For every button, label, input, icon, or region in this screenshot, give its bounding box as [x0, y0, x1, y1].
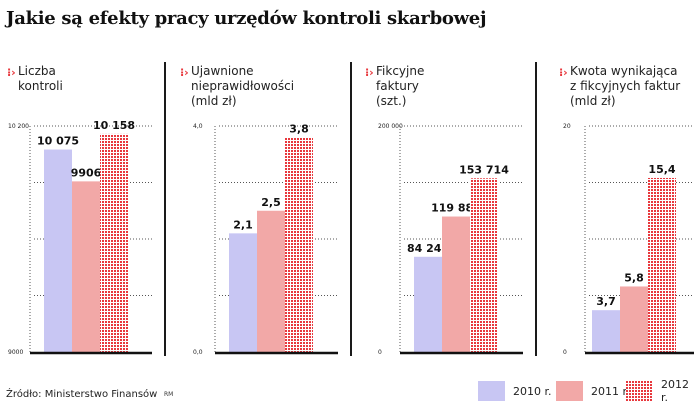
- bar-2010: [229, 233, 257, 352]
- panel-title-fikcyjne-faktury: ⁝› Fikcyjne faktury (szt.): [365, 64, 425, 108]
- bar-2010: [44, 149, 72, 352]
- y-tick-label: 10 200: [8, 123, 29, 130]
- y-tick-label: 0,0: [193, 349, 203, 356]
- data-label: 3,8: [289, 122, 309, 135]
- bar-2012: [470, 178, 498, 352]
- data-label: 5,8: [624, 271, 644, 284]
- source-note: Źródło: Ministerstwo Finansów: [6, 389, 158, 400]
- bar-2010: [414, 256, 442, 352]
- bullet-icon: ⁝›: [365, 66, 374, 79]
- bar-2012: [285, 137, 313, 352]
- legend-item-2012: 2012 r.: [626, 378, 698, 404]
- panel-divider: [350, 62, 352, 356]
- panel-divider: [164, 62, 166, 356]
- data-label: 153 714: [459, 163, 509, 176]
- panel-title-liczba-kontroli: ⁝› Liczba kontroli: [7, 64, 63, 93]
- y-tick-label: 200 000: [378, 123, 403, 130]
- legend-swatch-2011: [556, 381, 583, 401]
- author-initials: RM: [164, 391, 174, 398]
- data-label: 3,7: [596, 295, 616, 308]
- y-tick-label: 0: [563, 349, 567, 356]
- bullet-icon: ⁝›: [7, 66, 16, 79]
- legend-item-2010: 2010 r.: [478, 380, 552, 402]
- data-label: 2,1: [233, 218, 253, 231]
- y-tick-label: 20: [563, 123, 571, 130]
- legend-swatch-2010: [478, 381, 505, 401]
- legend-item-2011: 2011 r.: [556, 380, 630, 402]
- data-label: 2,5: [261, 196, 281, 209]
- panel-divider: [535, 62, 537, 356]
- data-label: 10 158: [93, 119, 135, 132]
- chart-title: Jakie są efekty pracy urzędów kontroli s…: [6, 8, 487, 29]
- legend-swatch-2012: [626, 381, 653, 401]
- y-tick-label: 4,0: [193, 123, 203, 130]
- data-label: 119 889: [431, 202, 481, 215]
- bar-2011: [257, 210, 285, 352]
- bar-2012: [100, 133, 128, 352]
- bar-2011: [442, 216, 470, 352]
- panel-title-kwota: ⁝› Kwota wynikająca z fikcyjnych faktur …: [559, 64, 681, 108]
- panel-title-nieprawidlowosci: ⁝› Ujawnione nieprawidłowości (mld zł): [180, 64, 295, 108]
- data-label: 10 075: [37, 135, 79, 148]
- bar-2011: [72, 181, 100, 352]
- data-label: 15,4: [648, 163, 675, 176]
- data-label: 9906: [71, 166, 102, 179]
- bar-2011: [620, 286, 648, 352]
- bullet-icon: ⁝›: [180, 66, 189, 79]
- bar-2010: [592, 310, 620, 352]
- bar-2012: [648, 177, 676, 352]
- y-tick-label: 9000: [8, 349, 23, 356]
- bullet-icon: ⁝›: [559, 66, 568, 79]
- data-label: 84 241: [407, 242, 449, 255]
- y-tick-label: 0: [378, 349, 382, 356]
